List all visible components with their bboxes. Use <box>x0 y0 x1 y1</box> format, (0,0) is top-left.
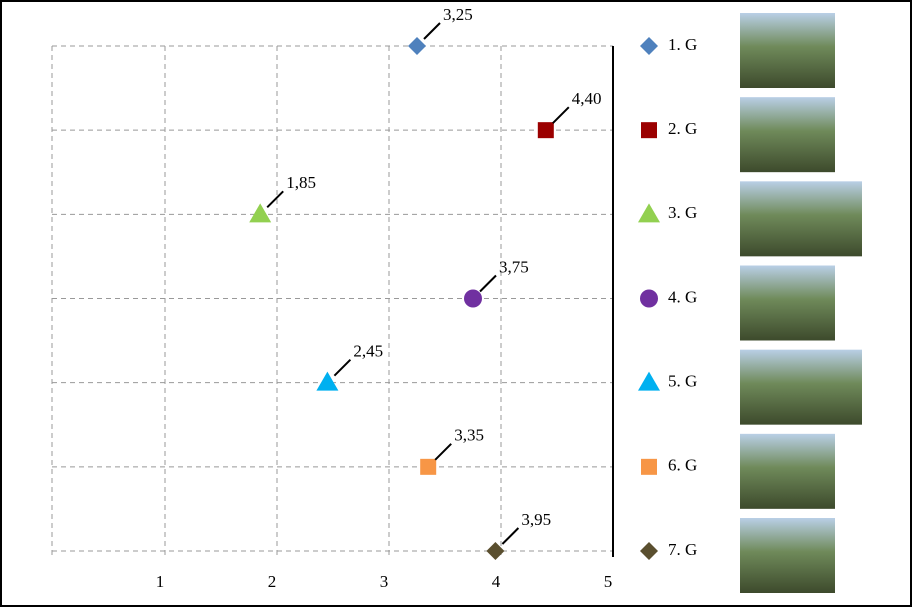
label-leader <box>434 443 452 461</box>
marker <box>486 542 505 560</box>
label-leader <box>423 22 441 40</box>
x-tick-label: 5 <box>604 572 613 591</box>
marker <box>537 122 554 139</box>
label-leader <box>266 190 284 209</box>
marker <box>641 122 657 139</box>
data-label: 4,40 <box>572 89 602 108</box>
data-label: 3,35 <box>454 426 484 445</box>
legend-label: 6. G <box>668 456 697 475</box>
label-leader <box>333 358 352 377</box>
marker <box>640 37 658 55</box>
data-label: 3,75 <box>499 257 529 276</box>
legend-photo <box>740 349 862 425</box>
legend-label: 4. G <box>668 287 697 306</box>
legend-photo <box>740 518 835 593</box>
marker <box>464 289 482 308</box>
data-label: 1,85 <box>286 173 316 192</box>
data-label: 3,95 <box>521 510 551 529</box>
marker <box>408 37 426 55</box>
marker <box>640 542 658 560</box>
marker <box>638 203 660 223</box>
legend-label: 5. G <box>668 372 697 391</box>
x-tick-label: 3 <box>380 572 389 591</box>
marker <box>640 289 658 308</box>
label-leader <box>552 106 570 124</box>
marker <box>249 203 272 223</box>
marker <box>316 371 339 391</box>
legend-photo <box>740 13 835 88</box>
legend-label: 3. G <box>668 203 697 222</box>
label-leader <box>479 274 497 293</box>
data-label: 3,25 <box>443 5 473 24</box>
marker <box>638 371 660 391</box>
data-label: 2,45 <box>353 342 383 361</box>
marker <box>420 458 437 475</box>
legend-photo <box>740 265 835 341</box>
legend-label: 2. G <box>668 119 697 138</box>
marker <box>641 458 657 475</box>
legend-label: 1. G <box>668 35 697 54</box>
legend-photo <box>740 433 835 509</box>
legend-label: 7. G <box>668 540 697 559</box>
legend-photo <box>740 181 862 257</box>
x-tick-label: 1 <box>156 572 165 591</box>
legend-photo <box>740 97 835 173</box>
label-leader <box>501 527 520 545</box>
x-tick-label: 2 <box>268 572 277 591</box>
x-tick-label: 4 <box>492 572 501 591</box>
